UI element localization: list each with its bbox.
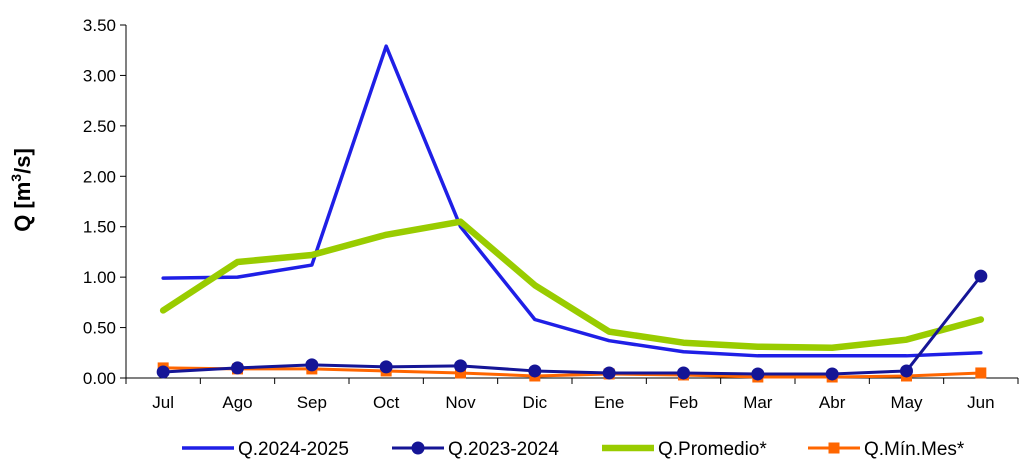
plot-area: 0.00 0.50 1.00 1.50 2.00 2.50 3.00 3.50 Jul Ago S… <box>83 16 1019 412</box>
x-tick-label: Ene <box>594 393 624 412</box>
legend-item: Q.Mín.Mes* <box>808 439 965 460</box>
y-tick-label: 0.50 <box>83 319 116 338</box>
y-tick-label: 2.50 <box>83 117 116 136</box>
legend-label: Q.Mín.Mes* <box>864 439 965 460</box>
legend-item: Q.2024-2025 <box>182 439 349 460</box>
y-axis-ticks: 0.00 0.50 1.00 1.50 2.00 2.50 3.00 3.50 <box>83 16 126 388</box>
legend-item: Q.Promedio* <box>602 439 767 460</box>
data-point <box>379 360 393 374</box>
y-tick-label: 1.00 <box>83 268 116 287</box>
legend-marker <box>411 441 425 455</box>
data-point <box>156 365 170 379</box>
data-point <box>975 367 987 379</box>
x-tick-label: Jul <box>152 393 174 412</box>
series-q-2023-2024 <box>156 269 988 381</box>
data-point <box>455 367 466 379</box>
y-axis-label-main: Q [m <box>10 182 35 232</box>
y-axis-label-superscript: 3 <box>8 174 24 182</box>
legend: Q.2024-2025 Q.2023-2024 Q.Promedio* Q.Mín.M… <box>182 439 965 460</box>
x-tick-label: Sep <box>297 393 327 412</box>
data-point <box>900 364 913 378</box>
legend-label: Q.Promedio* <box>658 439 767 460</box>
data-point <box>528 364 542 378</box>
series-line <box>161 366 983 379</box>
series-layer <box>156 44 988 383</box>
y-axis-label: Q [m3/s] <box>8 148 35 232</box>
y-tick-label: 3.00 <box>83 66 116 85</box>
x-tick-label: Nov <box>445 393 476 412</box>
x-tick-label: Feb <box>669 393 698 412</box>
legend-marker <box>828 442 840 454</box>
data-point <box>305 358 319 372</box>
x-tick-label: Dic <box>523 393 548 412</box>
series-line <box>161 44 983 358</box>
data-point <box>231 361 244 375</box>
legend-label: Q.2024-2025 <box>238 439 349 460</box>
y-tick-label: 3.50 <box>83 16 116 35</box>
series-q-2024-2025 <box>161 44 983 358</box>
x-tick-label: Jun <box>967 393 994 412</box>
y-tick-label: 0.00 <box>83 369 116 388</box>
series-line <box>159 218 985 351</box>
legend-item: Q.2023-2024 <box>392 439 559 460</box>
legend-label: Q.2023-2024 <box>448 439 559 460</box>
series-q-promedio- <box>159 218 985 351</box>
y-axis-label-tail: /s] <box>10 148 35 174</box>
data-point <box>974 269 988 283</box>
data-point <box>602 366 616 380</box>
x-tick-label: Oct <box>373 393 400 412</box>
data-point <box>825 367 839 381</box>
x-tick-label: Mar <box>743 393 773 412</box>
data-point <box>677 366 690 380</box>
x-axis-ticks: Jul Ago Sep Oct Nov Dic Ene Feb Mar Abr May Jun <box>125 378 1019 412</box>
data-point <box>454 359 467 373</box>
x-tick-label: May <box>890 393 923 412</box>
y-tick-label: 2.00 <box>83 167 116 186</box>
x-tick-label: Ago <box>222 393 252 412</box>
data-point <box>751 367 765 381</box>
x-tick-label: Abr <box>819 393 846 412</box>
y-tick-label: 1.50 <box>83 218 116 237</box>
series-line <box>161 274 983 376</box>
